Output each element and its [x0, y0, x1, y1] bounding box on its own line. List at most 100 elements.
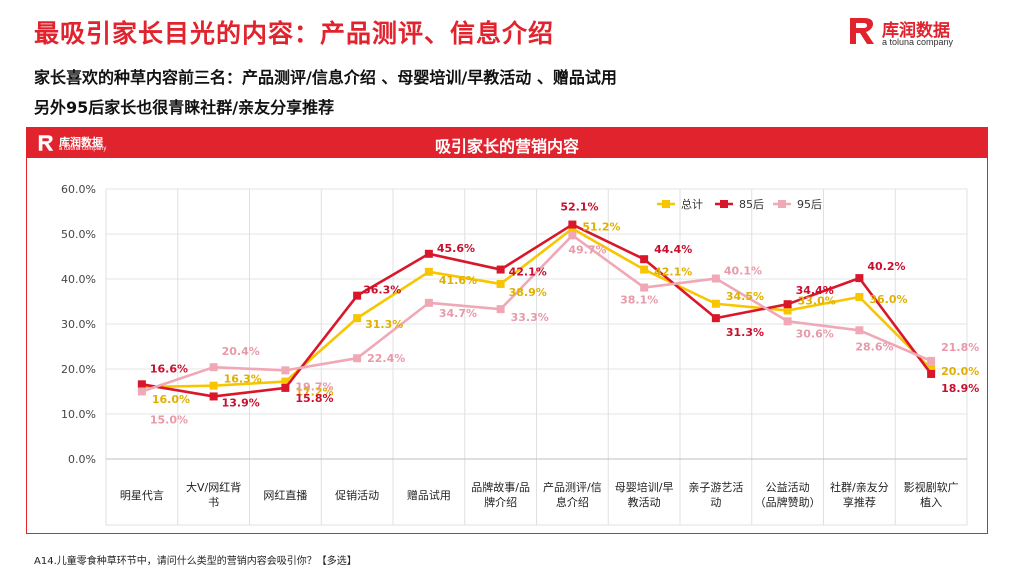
data-point — [209, 392, 218, 401]
data-label: 15.0% — [150, 414, 188, 427]
data-point — [353, 291, 362, 300]
data-label: 42.1% — [654, 266, 692, 279]
data-label: 31.3% — [365, 318, 403, 331]
data-label: 30.6% — [796, 327, 834, 340]
subtitle-top-three: 家长喜欢的种草内容前三名：产品测评/信息介绍 、母婴培训/早教活动 、赠品试用 — [34, 68, 617, 87]
data-label: 52.1% — [560, 201, 598, 214]
data-point — [424, 249, 433, 258]
data-label: 38.1% — [620, 294, 658, 307]
x-tick-label: 品牌故事/品 — [471, 480, 530, 494]
data-point — [209, 381, 218, 390]
x-tick-label: 影视剧软广 — [904, 480, 959, 494]
data-label: 38.9% — [509, 286, 547, 299]
x-tick-label: 大V/网红背 — [186, 480, 241, 494]
data-label: 42.1% — [509, 266, 547, 279]
brand-logo-icon — [850, 18, 874, 44]
x-tick-label: 植入 — [920, 495, 942, 509]
data-label: 20.4% — [222, 345, 260, 358]
data-label: 28.6% — [855, 340, 893, 353]
data-label: 20.0% — [941, 365, 979, 378]
data-point — [640, 255, 649, 264]
data-point — [568, 220, 577, 229]
x-tick-label: 牌介绍 — [484, 495, 517, 509]
data-point — [281, 383, 290, 392]
data-label: 16.0% — [152, 393, 190, 406]
data-point — [209, 363, 218, 372]
data-point — [496, 279, 505, 288]
data-label: 33.3% — [511, 311, 549, 324]
data-point — [424, 267, 433, 276]
data-label: 16.6% — [150, 362, 188, 375]
data-point — [281, 366, 290, 375]
data-label: 16.3% — [224, 373, 262, 386]
data-point — [711, 314, 720, 323]
panel-logo-tagline: a toluna company — [59, 146, 107, 152]
data-point — [927, 365, 936, 373]
data-label: 33.0% — [798, 295, 836, 308]
data-point — [783, 306, 792, 315]
data-point — [640, 283, 649, 292]
x-tick-label: 赠品试用 — [407, 488, 451, 502]
x-tick-label: 动 — [710, 496, 721, 509]
data-point — [496, 305, 505, 314]
x-tick-label: 亲子游艺活 — [688, 480, 743, 494]
footnote: A14.儿童零食种草环节中，请问什么类型的营销内容会吸引你？【多选】 — [34, 556, 357, 567]
data-label: 34.4% — [796, 284, 834, 297]
data-point — [711, 299, 720, 308]
data-point — [783, 300, 792, 309]
legend-marker — [720, 200, 728, 208]
x-tick-label: 享推荐 — [843, 495, 876, 509]
panel-logo-icon — [38, 135, 54, 151]
x-tick-label: 网红直播 — [263, 488, 307, 502]
data-point — [783, 317, 792, 326]
data-point — [137, 380, 146, 389]
page-title: 最吸引家长目光的内容：产品测评、信息介绍 — [34, 19, 555, 48]
data-point — [353, 314, 362, 323]
brand-logo: 库润数据 a toluna company — [848, 16, 988, 50]
data-label: 22.4% — [367, 352, 405, 365]
x-tick-label: 明星代言 — [120, 489, 164, 502]
series-line-总计 — [141, 227, 933, 389]
legend-label: 85后 — [739, 198, 764, 211]
data-label: 15.8% — [295, 392, 333, 405]
y-tick-label: 0.0% — [68, 453, 96, 466]
data-point — [496, 265, 505, 274]
data-label: 19.7% — [295, 380, 333, 393]
data-label: 17.2% — [295, 386, 333, 399]
y-tick-label: 40.0% — [61, 273, 96, 286]
x-tick-label: 公益活动 — [766, 480, 810, 494]
data-label: 36.3% — [363, 284, 401, 297]
data-label: 34.7% — [439, 307, 477, 320]
data-label: 45.6% — [437, 242, 475, 255]
data-point — [353, 354, 362, 363]
data-point — [711, 274, 720, 283]
brand-tagline: a toluna company — [882, 37, 954, 47]
x-tick-label: （品牌赞助） — [755, 495, 821, 509]
series-line-95后 — [141, 234, 932, 393]
data-point — [927, 356, 936, 365]
data-point — [568, 224, 577, 233]
legend-marker — [662, 200, 670, 208]
legend-label: 95后 — [797, 198, 822, 211]
data-label: 31.3% — [726, 326, 764, 339]
data-point — [640, 265, 649, 274]
series-line-85后 — [141, 223, 933, 398]
y-tick-label: 60.0% — [61, 183, 96, 196]
y-tick-label: 50.0% — [61, 228, 96, 241]
y-tick-label: 20.0% — [61, 363, 96, 376]
panel-logo-name: 库润数据 — [59, 136, 103, 149]
x-tick-label: 教活动 — [628, 496, 661, 509]
data-label: 34.5% — [726, 290, 764, 303]
data-point — [927, 369, 936, 378]
data-point — [281, 377, 290, 386]
chart-title: 吸引家长的营销内容 — [434, 137, 579, 156]
x-tick-label: 促销活动 — [335, 488, 379, 502]
data-label: 51.2% — [582, 221, 620, 234]
data-point — [137, 387, 146, 396]
y-tick-label: 10.0% — [61, 408, 96, 421]
data-label: 18.9% — [941, 382, 979, 395]
x-tick-label: 母婴培训/早 — [615, 480, 674, 494]
x-tick-label: 社群/亲友分 — [830, 480, 889, 494]
subtitle-95-parents: 另外95后家长也很青睐社群/亲友分享推荐 — [34, 98, 335, 117]
x-tick-label: 书 — [208, 496, 219, 509]
